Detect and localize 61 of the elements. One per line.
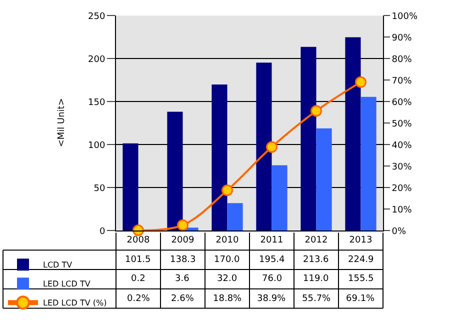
y2-tick-label: 30% — [392, 162, 412, 172]
data-label: 3.6 — [175, 274, 190, 284]
data-label: 2.6% — [171, 294, 194, 304]
data-label: 69.1% — [346, 294, 376, 304]
y-tick-label: 50 — [94, 184, 106, 194]
x-tick-label: 2009 — [171, 235, 194, 246]
point — [310, 105, 322, 117]
bar — [345, 37, 361, 231]
y2-tick-label: 50% — [392, 119, 412, 130]
point — [355, 76, 366, 88]
y2-tick-label: 70% — [392, 76, 412, 86]
y2-tick-label: 90% — [392, 33, 412, 44]
data-label: 155.5 — [348, 274, 374, 284]
data-label: 76.0 — [262, 274, 282, 284]
bar — [300, 46, 316, 231]
x-tick-label: 2010 — [216, 235, 239, 246]
bar — [212, 84, 228, 231]
data-label: 119.0 — [303, 274, 330, 284]
legend-label: LED LCD TV (%) — [43, 298, 107, 308]
y-axis-title: <Mil Unit> — [56, 98, 67, 148]
data-label: 55.7% — [302, 294, 332, 304]
data-label: 0.2% — [127, 294, 150, 304]
data-label: 18.8% — [213, 294, 242, 304]
point — [222, 184, 233, 196]
bar — [316, 128, 332, 231]
data-label: 170.0 — [214, 255, 240, 265]
data-label: 32.0 — [217, 274, 238, 284]
data-label: 195.4 — [259, 255, 286, 265]
y2-tick-label: 20% — [392, 184, 412, 194]
y-tick-label: 100 — [88, 140, 106, 151]
y2-tick-label: 100% — [392, 12, 418, 22]
y2-tick-label: 0% — [392, 226, 407, 237]
data-label: 101.5 — [125, 255, 151, 265]
bar — [256, 62, 272, 231]
bar — [227, 203, 243, 231]
legend-label: LCD TV — [43, 260, 73, 270]
bar — [167, 112, 183, 231]
point — [266, 141, 278, 153]
data-label: 138.3 — [170, 255, 196, 265]
data-label: 213.6 — [303, 255, 330, 265]
point — [177, 219, 188, 231]
y-tick-label: 0 — [99, 226, 106, 237]
y2-tick-label: 10% — [392, 205, 412, 216]
data-label: 38.9% — [257, 294, 286, 304]
point — [132, 224, 144, 236]
y-tick-label: 150 — [88, 98, 106, 108]
bar — [272, 165, 288, 231]
data-label: 0.2 — [131, 274, 146, 284]
bar — [122, 143, 138, 231]
y2-tick-label: 80% — [392, 54, 412, 65]
bar — [360, 96, 376, 231]
y-tick-label: 250 — [88, 12, 106, 22]
y-tick-label: 200 — [88, 54, 106, 65]
x-tick-label: 2013 — [349, 235, 372, 246]
x-tick-label: 2012 — [304, 235, 328, 246]
data-label: 224.9 — [348, 255, 374, 265]
x-tick-label: 2011 — [260, 235, 284, 246]
legend-label: LED LCD TV — [43, 280, 91, 289]
y2-tick-label: 40% — [392, 140, 412, 151]
x-tick-label: 2008 — [126, 235, 150, 246]
y2-tick-label: 60% — [392, 98, 412, 108]
